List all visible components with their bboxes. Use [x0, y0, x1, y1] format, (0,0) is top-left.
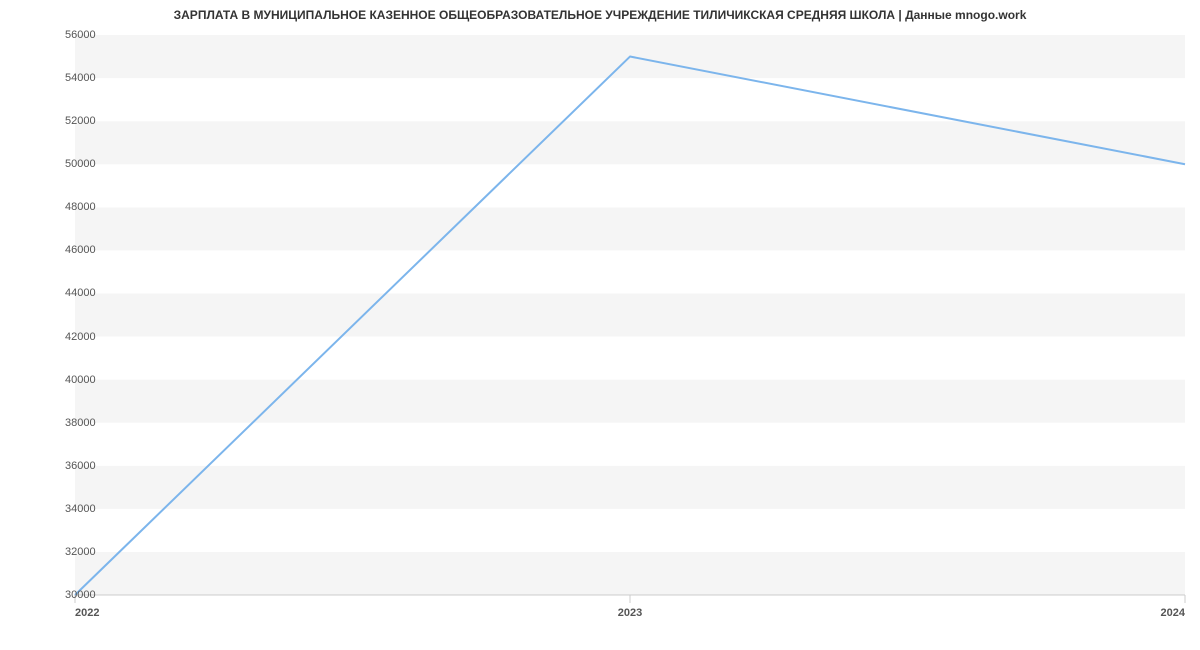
x-tick-label: 2022	[75, 607, 99, 619]
x-tick-label: 2023	[618, 607, 642, 619]
x-tick-label: 2024	[1161, 607, 1185, 619]
salary-line-chart: ЗАРПЛАТА В МУНИЦИПАЛЬНОЕ КАЗЕННОЕ ОБЩЕОБ…	[0, 0, 1200, 650]
plot-area	[75, 35, 1185, 595]
chart-title: ЗАРПЛАТА В МУНИЦИПАЛЬНОЕ КАЗЕННОЕ ОБЩЕОБ…	[0, 8, 1200, 22]
